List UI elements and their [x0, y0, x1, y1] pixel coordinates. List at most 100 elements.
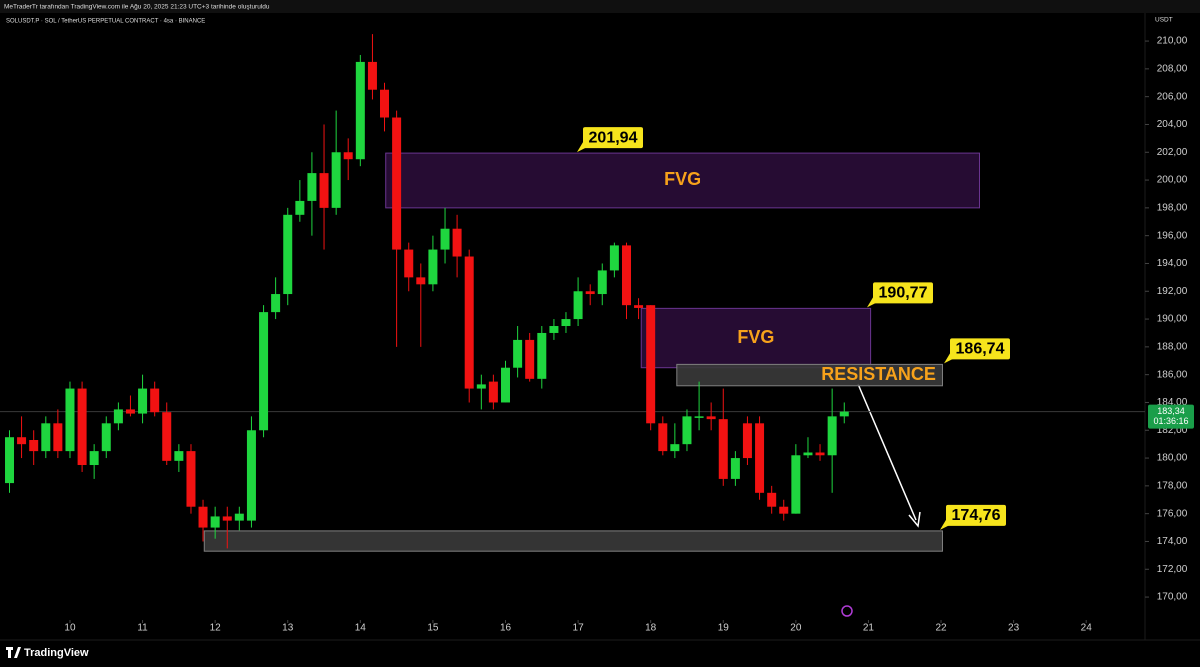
candle	[718, 388, 728, 486]
candle	[198, 499, 208, 542]
x-tick-label: 10	[64, 623, 76, 634]
candle-body	[609, 245, 619, 271]
candle-body	[827, 416, 837, 456]
y-tick-label: 172,00	[1157, 564, 1188, 575]
candle-body	[41, 423, 51, 452]
candle-body	[682, 416, 692, 445]
candle-body	[549, 326, 559, 333]
candle	[634, 298, 644, 320]
candle	[65, 381, 75, 459]
candle	[646, 305, 656, 431]
candle	[464, 249, 474, 403]
candle-body	[379, 89, 389, 118]
candle	[609, 242, 619, 278]
x-tick-label: 21	[863, 623, 875, 634]
callout-label: 190,77	[879, 285, 928, 302]
logo-mark	[6, 647, 21, 658]
candle	[138, 374, 148, 424]
event-icon[interactable]	[841, 605, 853, 617]
zone	[640, 307, 872, 369]
candle	[283, 207, 293, 306]
candle	[815, 444, 825, 461]
candle-body	[343, 152, 353, 160]
candle	[113, 402, 123, 431]
candle-body	[646, 305, 656, 424]
y-tick-label: 178,00	[1157, 481, 1188, 492]
candle	[5, 430, 15, 493]
x-tick-label: 22	[935, 623, 947, 634]
candle-body	[319, 173, 329, 208]
candle	[41, 416, 51, 459]
x-tick-label: 13	[282, 623, 294, 634]
x-tick-label: 14	[355, 623, 367, 634]
candle-body	[839, 411, 849, 417]
callout-box	[950, 338, 1010, 360]
candle-body	[440, 228, 450, 250]
callout-box	[946, 504, 1006, 526]
candle	[670, 423, 680, 459]
candle	[186, 444, 196, 514]
candle-body	[331, 152, 341, 208]
brand: TradingView	[24, 647, 89, 659]
candle-body	[767, 492, 777, 507]
y-tick-label: 210,00	[1157, 36, 1188, 47]
y-tick-label: 202,00	[1157, 147, 1188, 158]
y-tick-label: 176,00	[1157, 508, 1188, 519]
candle	[779, 499, 789, 521]
candle	[452, 214, 462, 278]
candle-body	[259, 312, 269, 431]
candle	[343, 138, 353, 181]
candle	[319, 124, 329, 250]
candle	[379, 82, 389, 132]
candle	[730, 451, 740, 486]
candle	[622, 242, 632, 320]
y-tick-label: 174,00	[1157, 536, 1188, 547]
candle	[755, 416, 765, 500]
zone-label: RESISTANCE	[821, 364, 936, 384]
arrow-head	[908, 511, 921, 528]
y-tick-label: 192,00	[1157, 286, 1188, 297]
candle	[585, 284, 595, 306]
candle-body	[271, 294, 281, 313]
candle	[573, 277, 583, 327]
candle	[125, 395, 135, 417]
y-tick-label: 170,00	[1157, 592, 1188, 603]
candle-body	[779, 506, 789, 514]
candle-body	[392, 117, 402, 250]
candle	[428, 235, 438, 292]
candle	[89, 444, 99, 479]
y-tick-label: 182,00	[1157, 425, 1188, 436]
candle	[101, 416, 111, 459]
y-tick-label: 200,00	[1157, 175, 1188, 186]
candle-body	[416, 277, 426, 285]
candle-body	[755, 423, 765, 493]
candle	[501, 360, 511, 403]
candle	[17, 416, 27, 459]
candle-body	[718, 419, 728, 479]
candle	[791, 444, 801, 514]
candle	[210, 506, 220, 539]
y-tick-label: 198,00	[1157, 203, 1188, 214]
zone	[203, 530, 943, 552]
candle	[694, 381, 704, 431]
candle-body	[634, 305, 644, 308]
candle-body	[742, 423, 752, 459]
zone	[676, 363, 943, 387]
candle	[416, 263, 426, 347]
candle-body	[234, 513, 244, 521]
candle-body	[404, 249, 414, 278]
candle	[476, 374, 486, 410]
candle-body	[162, 412, 172, 461]
zone	[385, 152, 980, 209]
candle-body	[658, 423, 668, 452]
last-price-badge	[1148, 404, 1194, 429]
candle-body	[791, 455, 801, 514]
callout-box	[583, 127, 643, 149]
candle-body	[307, 173, 317, 201]
candle	[537, 326, 547, 389]
candle	[488, 374, 498, 410]
candle	[222, 506, 232, 549]
candle	[355, 54, 365, 167]
